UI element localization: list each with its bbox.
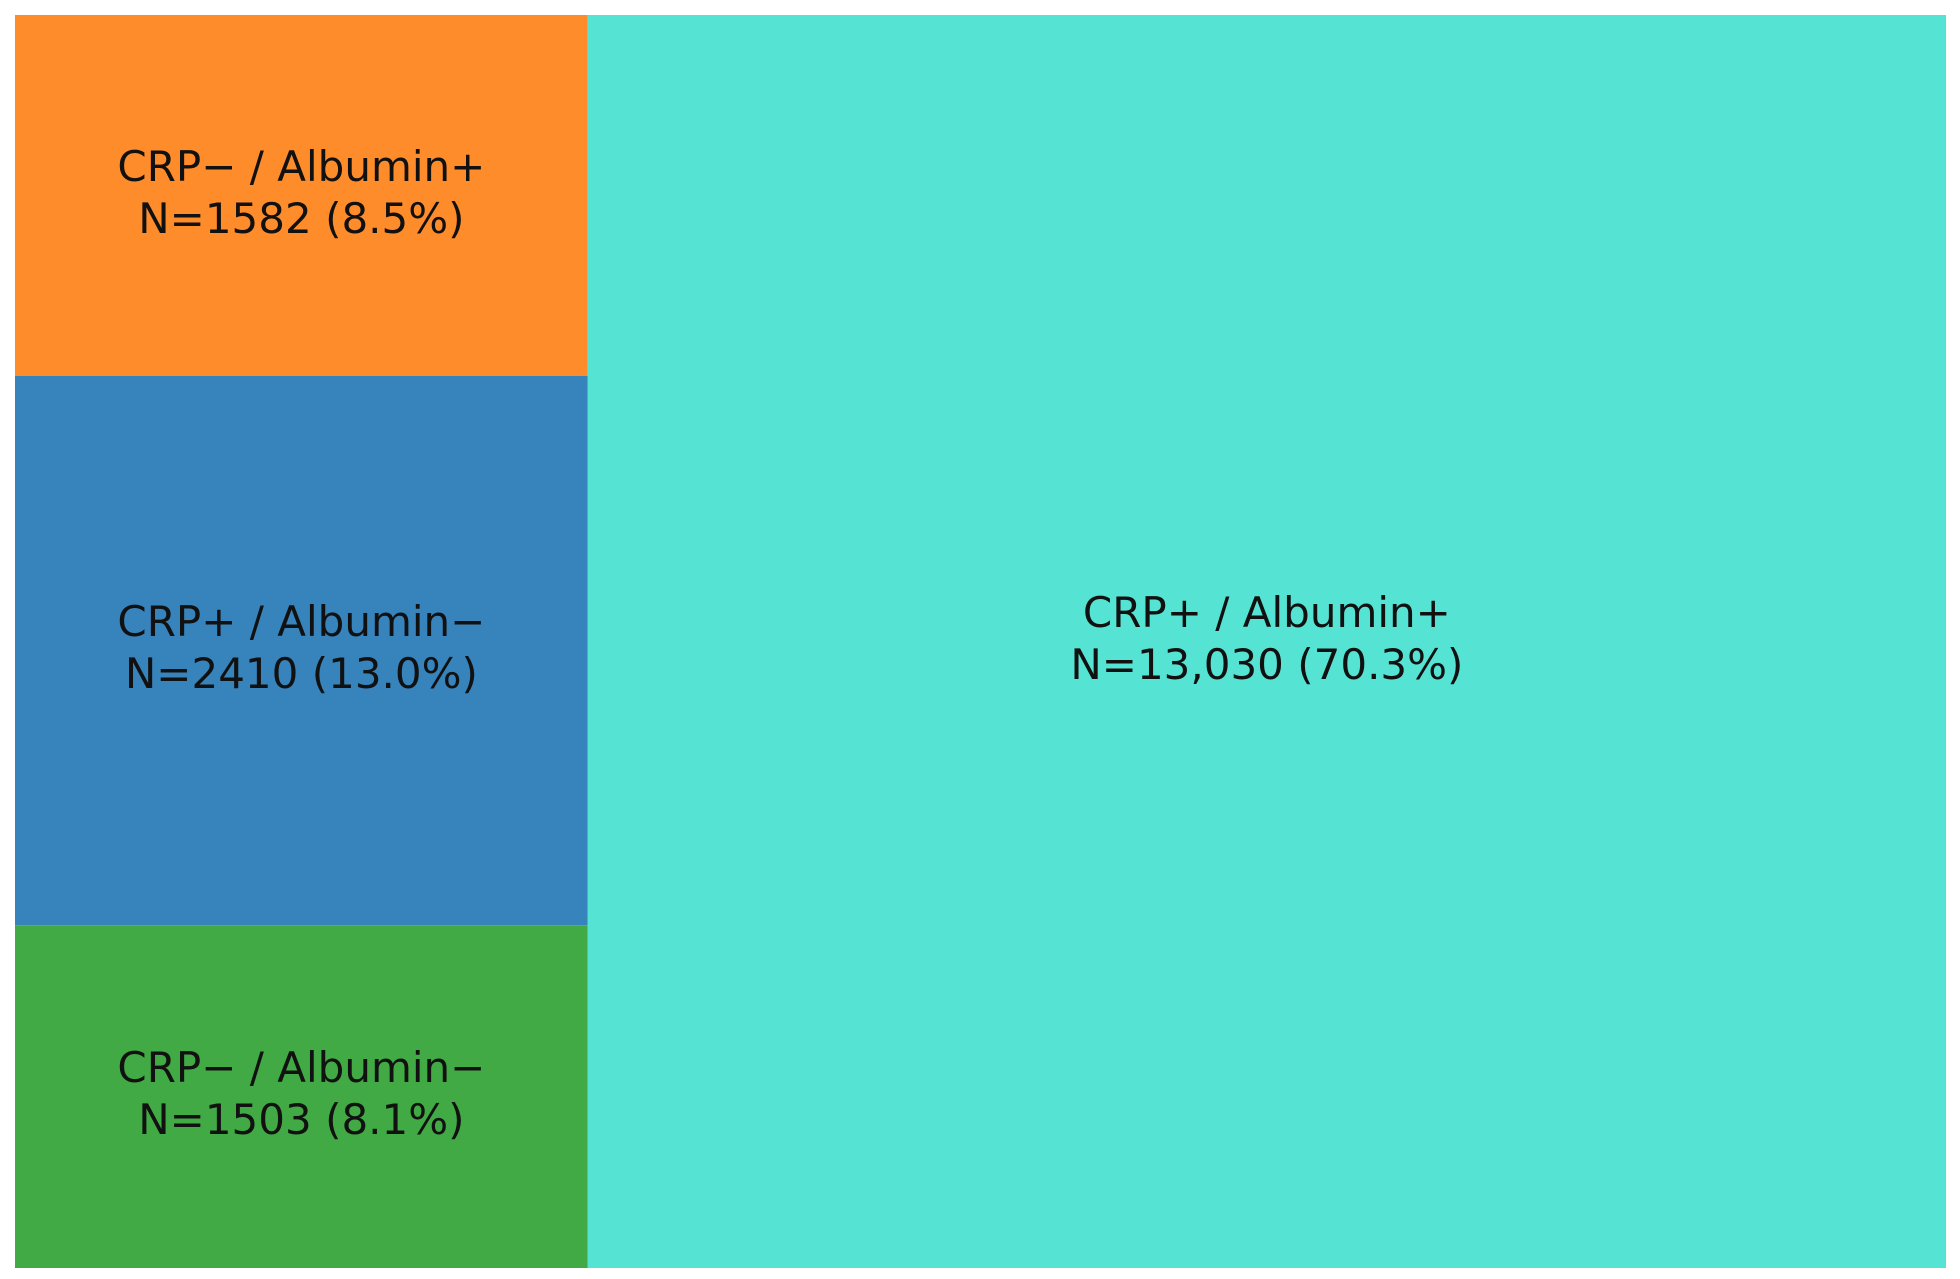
tile-label: CRP+ / Albumin− (117, 597, 485, 646)
treemap-tile (15, 925, 588, 1268)
treemap-tile (15, 15, 588, 376)
tile-value-label: N=1582 (8.5%) (138, 194, 464, 243)
tile-value-label: N=1503 (8.1%) (138, 1095, 464, 1144)
tile-value-label: N=13,030 (70.3%) (1070, 640, 1463, 689)
treemap-tile (587, 15, 1946, 1268)
tile-label: CRP− / Albumin− (117, 1043, 485, 1092)
tile-value-label: N=2410 (13.0%) (125, 649, 478, 698)
tile-label: CRP− / Albumin+ (117, 142, 485, 191)
tile-label: CRP+ / Albumin+ (1083, 588, 1451, 637)
treemap-tile (15, 375, 588, 926)
